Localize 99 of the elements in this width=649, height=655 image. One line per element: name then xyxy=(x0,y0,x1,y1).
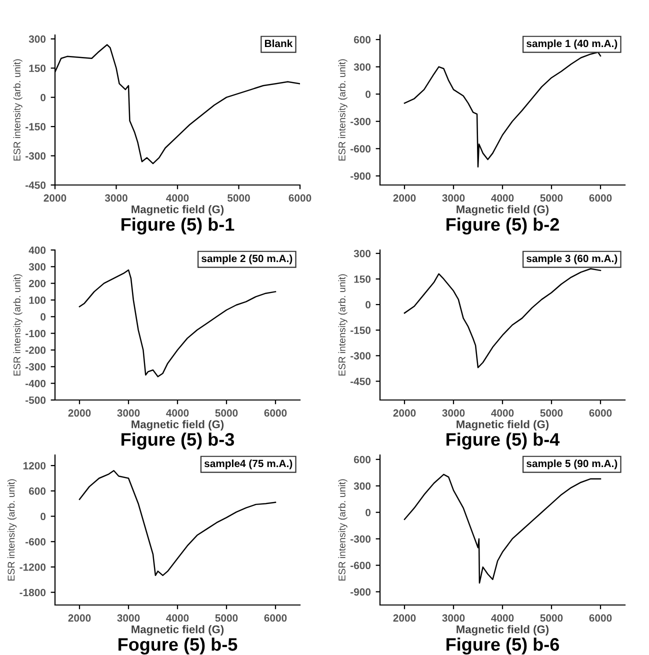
y-tick-label: 100 xyxy=(29,296,46,304)
x-tick-label: 3000 xyxy=(442,614,465,622)
x-tick-label: 5000 xyxy=(540,194,563,202)
x-tick-label: 5000 xyxy=(227,194,250,202)
text: Fogure (5) b-5 xyxy=(118,638,238,654)
y-tick-label: 150 xyxy=(354,275,371,283)
y-tick-label: -500 xyxy=(26,396,46,404)
x-tick-label: 4000 xyxy=(491,409,514,417)
y-tick-label: 0 xyxy=(366,301,371,308)
y-tick-label: -600 xyxy=(350,562,371,570)
x-tick-label: 4000 xyxy=(166,614,189,622)
x-tick-label: 3000 xyxy=(442,194,465,202)
text: Figure (5) b-3 xyxy=(122,432,234,450)
y-tick-label: -300 xyxy=(350,535,371,543)
y-tick-label: 0 xyxy=(366,90,371,98)
y-tick-label: 200 xyxy=(28,280,46,288)
annotation: sample 3 (60 m.A.) xyxy=(526,254,618,264)
y-tick-label: -100 xyxy=(26,330,46,338)
y-tick-label: -600 xyxy=(26,538,46,546)
y-tick-label: -900 xyxy=(350,172,371,180)
x-tick-label: 2000 xyxy=(393,614,416,622)
x-tick-label: 6000 xyxy=(288,194,312,202)
x-tick-label: 2000 xyxy=(393,409,416,417)
y-tick-label: -300 xyxy=(350,352,371,360)
y-tick-label: 300 xyxy=(28,263,46,271)
y-axis-title: ESR intensity (arb. unit) xyxy=(338,274,348,376)
text: Figure (5) b-1 xyxy=(122,218,234,234)
y-tick-label: 0 xyxy=(40,94,46,102)
x-tick-label: 3000 xyxy=(442,409,465,417)
y-tick-label: 400 xyxy=(28,246,46,254)
x-tick-label: 3000 xyxy=(117,409,140,417)
y-tick-label: 300 xyxy=(354,250,371,258)
y-tick-label: -1200 xyxy=(20,563,46,571)
y-axis-title: ESR intensity (arb. unit) xyxy=(13,59,22,161)
x-tick-label: 4000 xyxy=(491,614,514,622)
y-tick-label: 150 xyxy=(29,64,46,72)
y-tick-label: -1800 xyxy=(20,588,46,596)
x-axis-title: Magnetic field (G) xyxy=(456,625,549,636)
y-tick-label: -400 xyxy=(26,380,46,388)
y-tick-label: 1200 xyxy=(23,462,46,470)
y-tick-label: 0 xyxy=(40,512,46,520)
x-tick-label: 5000 xyxy=(540,614,563,622)
y-tick-label: -150 xyxy=(350,326,371,334)
x-tick-label: 6000 xyxy=(264,614,287,622)
y-tick-label: -900 xyxy=(350,588,371,596)
y-tick-label: 0 xyxy=(40,313,46,321)
line-series xyxy=(78,470,276,576)
y-tick-label: 300 xyxy=(28,35,46,43)
x-tick-label: 6000 xyxy=(589,194,612,202)
y-axis-title: ESR intensity (arb. unit) xyxy=(338,479,348,581)
line-series xyxy=(404,474,602,584)
y-tick-label: -300 xyxy=(350,118,371,126)
x-tick-label: 6000 xyxy=(264,409,287,417)
x-tick-label: 3000 xyxy=(104,194,128,202)
x-tick-label: 3000 xyxy=(117,614,140,622)
x-axis-title: Magnetic field (G) xyxy=(132,625,224,636)
x-tick-label: 4000 xyxy=(166,409,189,417)
y-tick-label: -450 xyxy=(350,378,371,386)
x-axis-title: Magnetic field (G) xyxy=(132,205,224,216)
x-axis-title: Magnetic field (G) xyxy=(132,420,224,431)
y-tick-label: 600 xyxy=(354,456,371,464)
x-tick-label: 6000 xyxy=(589,409,612,417)
x-axis-title: Magnetic field (G) xyxy=(456,420,549,431)
x-tick-label: 2000 xyxy=(68,409,91,417)
y-tick-label: 600 xyxy=(354,36,371,44)
annotation: sample 2 (50 m.A.) xyxy=(202,254,292,264)
x-tick-label: 2000 xyxy=(44,194,66,202)
x-tick-label: 4000 xyxy=(491,194,514,202)
x-tick-label: 2000 xyxy=(393,194,416,202)
line-series xyxy=(78,269,276,378)
y-tick-label: 600 xyxy=(28,487,46,495)
text: Figure (5) b-4 xyxy=(446,432,560,450)
y-tick-label: -450 xyxy=(26,182,46,189)
y-tick-label: -300 xyxy=(26,152,46,160)
y-tick-label: -600 xyxy=(350,145,371,153)
text: Figure (5) b-2 xyxy=(446,218,559,234)
annotation: sample 1 (40 m.A.) xyxy=(526,40,618,50)
y-tick-label: 0 xyxy=(366,508,371,516)
y-axis-title: ESR intensity (arb. unit) xyxy=(7,479,17,581)
annotation: sample4 (75 m.A.) xyxy=(204,460,292,470)
y-tick-label: -150 xyxy=(26,123,46,130)
annotation: Blank xyxy=(264,40,293,48)
y-axis-title: ESR intensity (arb. unit) xyxy=(338,59,348,161)
y-tick-label: 300 xyxy=(354,63,371,71)
y-tick-label: -300 xyxy=(26,363,46,371)
x-axis-title: Magnetic field (G) xyxy=(456,205,549,216)
x-tick-label: 4000 xyxy=(166,194,189,202)
y-axis-title: ESR intensity (arb. unit) xyxy=(13,274,22,376)
line-series xyxy=(404,52,602,168)
y-tick-label: 300 xyxy=(354,482,371,490)
x-tick-label: 5000 xyxy=(215,614,238,622)
annotation: sample 5 (90 m.A.) xyxy=(526,460,618,470)
line-series xyxy=(404,268,602,368)
x-tick-label: 5000 xyxy=(540,409,563,417)
x-tick-label: 5000 xyxy=(215,409,238,417)
x-tick-label: 2000 xyxy=(68,614,91,622)
x-tick-label: 6000 xyxy=(589,614,612,622)
y-tick-label: -200 xyxy=(26,346,46,354)
text: Figure (5) b-6 xyxy=(446,638,560,654)
